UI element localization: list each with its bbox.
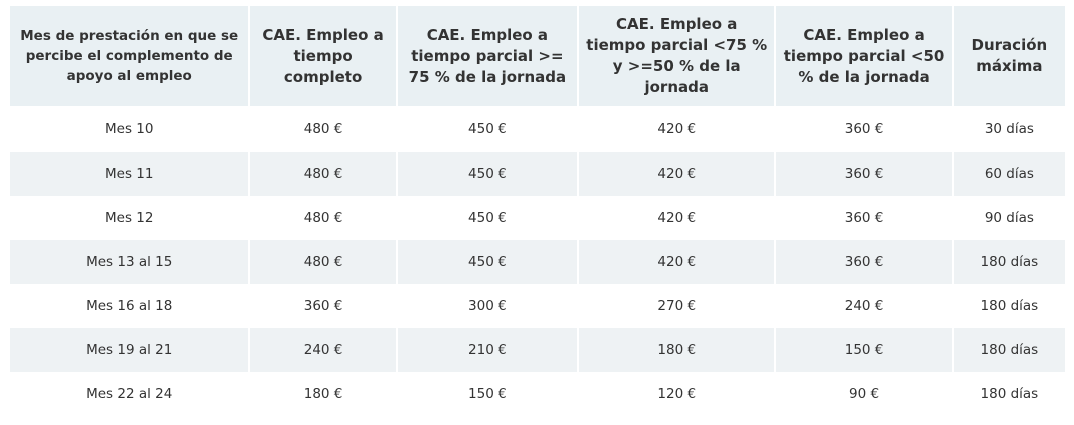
table-cell: 360 € bbox=[844, 121, 884, 137]
table-cell: 420 € bbox=[657, 121, 697, 137]
table-body: Mes 10 480 €450 €420 €360 €30 días Mes 11 4… bbox=[10, 106, 1065, 416]
table-row: Mes 19 al 21 240 €210 €180 €150 €180 días bbox=[10, 328, 1065, 372]
table-cell: Mes 12 bbox=[104, 210, 154, 226]
table: Mes de prestación en que se percibe el c… bbox=[8, 6, 1067, 416]
table-cell: 360 € bbox=[844, 210, 884, 226]
table-cell: 210 € bbox=[397, 328, 578, 372]
table-cell: 150 € bbox=[468, 386, 507, 402]
table-cell: 300 € bbox=[468, 298, 507, 314]
table-cell: 420 € bbox=[579, 152, 775, 196]
table-cell: 420 € bbox=[579, 240, 775, 284]
table-cell: 180 € bbox=[303, 386, 343, 402]
table-cell: Mes 22 al 24 bbox=[86, 386, 173, 402]
table-cell: 180 días bbox=[980, 298, 1039, 314]
table-cell: Mes 16 al 18 bbox=[86, 298, 173, 314]
table-cell: 450 € bbox=[397, 240, 578, 284]
table-cell: Mes 10 bbox=[104, 121, 154, 137]
table-row: Mes 22 al 24 180 € 150 € 120 € 90 € 180 días bbox=[10, 372, 1065, 416]
table-cell: 180 días bbox=[980, 386, 1039, 402]
table-cell: 420 € bbox=[657, 210, 697, 226]
table-cell: 90 € bbox=[849, 386, 880, 402]
table-cell: 90 días bbox=[984, 210, 1034, 226]
table-cell: 360 € bbox=[776, 240, 952, 284]
table-cell: 480 € bbox=[250, 240, 396, 284]
table-cell: 450 € bbox=[468, 121, 507, 137]
table-cell: 450 € bbox=[468, 210, 507, 226]
table-cell: 480 € bbox=[303, 210, 343, 226]
table-cell: Mes 11 bbox=[10, 152, 249, 196]
table-cell: 480 € bbox=[250, 152, 396, 196]
table-cell: 360 € bbox=[776, 152, 952, 196]
table-cell: 30 días bbox=[984, 121, 1034, 137]
table-cell: 480 € bbox=[303, 121, 343, 137]
table-cell: 60 días bbox=[953, 152, 1065, 196]
table-row: Mes 13 al 15 480 €450 €420 €360 €180 días bbox=[10, 240, 1065, 284]
table-cell: 180 días bbox=[953, 328, 1065, 372]
table-cell: 360 € bbox=[303, 298, 343, 314]
table-cell: 180 días bbox=[953, 240, 1065, 284]
table-row: Mes 10 480 € 450 € 420 € 360 € 30 días bbox=[10, 106, 1065, 152]
table-cell: 150 € bbox=[776, 328, 952, 372]
table-cell: 120 € bbox=[657, 386, 697, 402]
table-cell: 240 € bbox=[250, 328, 396, 372]
header-cell: CAE. Empleo a tiempo parcial <50 % de la… bbox=[776, 6, 952, 106]
table-row: Mes 16 al 18 360 € 300 € 270 € 240 € 180 días bbox=[10, 284, 1065, 328]
header-cell: CAE. Empleo a tiempo parcial <75 % y >=5… bbox=[579, 6, 775, 106]
table-cell: 270 € bbox=[657, 298, 697, 314]
table-cell: 180 € bbox=[579, 328, 775, 372]
table-header: Mes de prestación en que se percibe el c… bbox=[10, 6, 1065, 106]
table-cell: 450 € bbox=[397, 152, 578, 196]
table-row: Mes 12 480 € 450 € 420 € 360 € 90 días bbox=[10, 196, 1065, 240]
header-cell: CAE. Empleo a tiempo completo bbox=[250, 6, 396, 106]
header-cell: Duración máxima bbox=[953, 6, 1065, 106]
table-cell: Mes 19 al 21 bbox=[10, 328, 249, 372]
header-cell: Mes de prestación en que se percibe el c… bbox=[10, 6, 249, 106]
header-row: Mes de prestación en que se percibe el c… bbox=[10, 6, 1065, 106]
table-row: Mes 11 480 €450 €420 €360 €60 días bbox=[10, 152, 1065, 196]
table-cell: 240 € bbox=[844, 298, 884, 314]
header-cell: CAE. Empleo a tiempo parcial >= 75 % de … bbox=[397, 6, 578, 106]
table-cell: Mes 13 al 15 bbox=[10, 240, 249, 284]
